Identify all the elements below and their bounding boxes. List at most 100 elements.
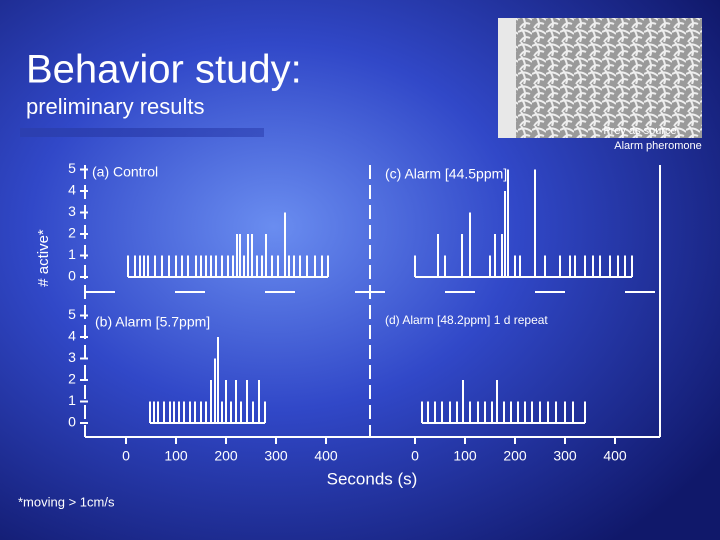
spike — [496, 380, 498, 423]
panel-title: (b) Alarm [5.7ppm] — [95, 314, 210, 330]
spike — [517, 401, 519, 423]
spike — [147, 255, 149, 277]
spike — [489, 255, 491, 277]
spike — [247, 234, 249, 277]
spike — [503, 401, 505, 423]
x-tick-label: 0 — [411, 448, 419, 464]
spike — [217, 337, 219, 423]
spike — [264, 401, 266, 423]
spike — [559, 255, 561, 277]
spike — [240, 401, 242, 423]
spike — [258, 380, 260, 423]
spike — [183, 401, 185, 423]
spike — [555, 401, 557, 423]
spike — [510, 401, 512, 423]
x-tick-label: 200 — [503, 448, 527, 464]
spike — [574, 255, 576, 277]
spike — [227, 255, 229, 277]
spike — [157, 401, 159, 423]
spike — [456, 401, 458, 423]
spike — [599, 255, 601, 277]
spike — [427, 401, 429, 423]
spike — [564, 401, 566, 423]
x-tick-label: 400 — [314, 448, 338, 464]
spike — [592, 255, 594, 277]
spike — [175, 255, 177, 277]
spike — [200, 255, 202, 277]
spike — [314, 255, 316, 277]
spike — [584, 255, 586, 277]
slide-title: Behavior study: — [26, 48, 302, 92]
y-tick-label: 1 — [68, 246, 76, 262]
spike — [215, 255, 217, 277]
y-tick-label: 4 — [68, 182, 76, 198]
spike — [288, 255, 290, 277]
spike — [306, 255, 308, 277]
spike — [327, 255, 329, 277]
spike — [239, 234, 241, 277]
spike — [494, 234, 496, 277]
footnote: *moving > 1cm/s — [18, 494, 115, 509]
spike — [246, 380, 248, 423]
spike — [624, 255, 626, 277]
spike — [284, 212, 286, 277]
spike — [225, 380, 227, 423]
spike — [261, 255, 263, 277]
spike — [252, 401, 254, 423]
spike — [221, 255, 223, 277]
photo-strip — [498, 18, 516, 138]
spike — [173, 401, 175, 423]
spike — [441, 401, 443, 423]
spike — [514, 255, 516, 277]
spike — [210, 380, 212, 423]
spike — [504, 191, 506, 277]
spike — [232, 255, 234, 277]
spike — [154, 255, 156, 277]
spike — [236, 234, 238, 277]
x-tick-label: 0 — [122, 448, 130, 464]
y-tick-label: 2 — [68, 225, 76, 241]
slide-subtitle: preliminary results — [26, 94, 205, 119]
spike — [572, 401, 574, 423]
y-tick-label: 2 — [68, 371, 76, 387]
spike — [449, 401, 451, 423]
y-tick-label: 5 — [68, 160, 76, 176]
x-tick-label: 100 — [164, 448, 188, 464]
y-tick-label: 0 — [68, 268, 76, 284]
spike — [168, 255, 170, 277]
spike — [544, 255, 546, 277]
spike — [210, 255, 212, 277]
x-axis-label: Seconds (s) — [327, 469, 418, 488]
spike — [163, 401, 165, 423]
spike — [584, 401, 586, 423]
spike — [524, 401, 526, 423]
spike — [534, 169, 536, 277]
spike — [230, 401, 232, 423]
spike — [205, 401, 207, 423]
y-axis-label: # active* — [35, 229, 52, 287]
spike — [139, 255, 141, 277]
spike — [127, 255, 129, 277]
y-tick-label: 0 — [68, 414, 76, 430]
spike — [299, 255, 301, 277]
spike — [491, 401, 493, 423]
spike — [462, 380, 464, 423]
spike — [531, 401, 533, 423]
spike — [469, 401, 471, 423]
spike — [200, 401, 202, 423]
y-tick-label: 3 — [68, 349, 76, 365]
spike — [153, 401, 155, 423]
panel-title: (a) Control — [92, 164, 158, 180]
spike — [194, 401, 196, 423]
y-tick-label: 5 — [68, 306, 76, 322]
spike — [437, 234, 439, 277]
spike — [243, 255, 245, 277]
spike — [484, 401, 486, 423]
spike — [169, 401, 171, 423]
photo — [498, 18, 702, 138]
y-tick-label: 1 — [68, 392, 76, 408]
spike — [256, 255, 258, 277]
spike — [631, 255, 633, 277]
